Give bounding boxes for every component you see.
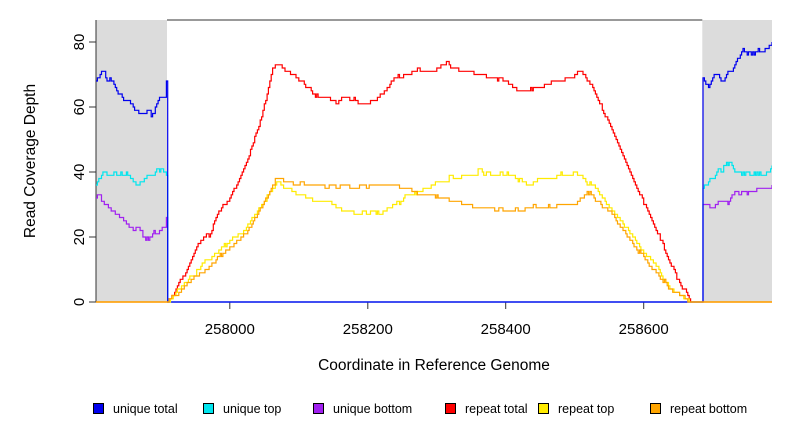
series-repeat-total — [96, 60, 772, 303]
y-tick-label: 80 — [71, 34, 88, 51]
x-tick-label: 258000 — [205, 321, 255, 338]
shaded-region — [96, 20, 167, 302]
y-tick-label: 60 — [71, 99, 88, 116]
y-axis-title: Read Coverage Depth — [22, 83, 39, 239]
series-unique-top — [96, 161, 772, 303]
series-group — [96, 42, 772, 303]
y-tick-label: 40 — [71, 164, 88, 181]
series-unique-bottom — [96, 185, 772, 303]
x-axis-title: Coordinate in Reference Genome — [318, 357, 550, 374]
y-tick-label: 0 — [71, 298, 88, 306]
y-tick-label: 20 — [71, 229, 88, 246]
shaded-region — [702, 20, 772, 302]
series-repeat-top — [96, 168, 772, 303]
series-repeat-bottom — [96, 177, 772, 303]
x-tick-label: 258600 — [619, 321, 669, 338]
x-tick-label: 258200 — [343, 321, 393, 338]
x-tick-label: 258400 — [481, 321, 531, 338]
